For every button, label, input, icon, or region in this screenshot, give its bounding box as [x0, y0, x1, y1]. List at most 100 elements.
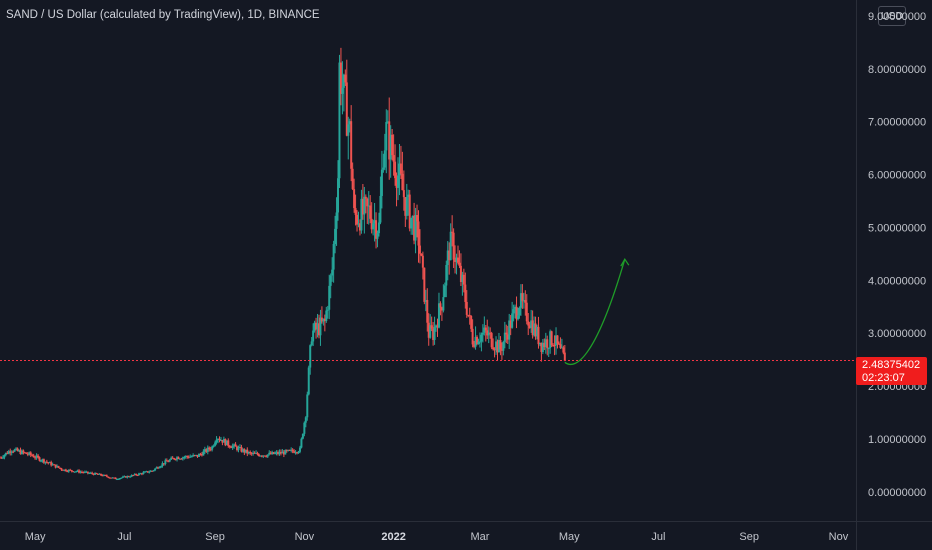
candle-body [540, 342, 543, 353]
candle-body [525, 302, 528, 322]
candle-body [537, 326, 540, 345]
candle-body [195, 454, 198, 456]
candle-body [262, 455, 265, 457]
candle-body [502, 341, 505, 351]
candle-body [177, 457, 180, 460]
candle-body [200, 454, 203, 456]
candle-body [455, 257, 458, 262]
candle-body [364, 196, 367, 199]
candle-body [164, 460, 167, 464]
candle-body [508, 320, 511, 340]
candle-body [148, 471, 151, 473]
candle-body [142, 472, 145, 475]
candle-body [375, 220, 378, 239]
candle-body [348, 121, 351, 125]
candle-body [298, 447, 301, 452]
candle-body [413, 215, 416, 241]
candle-body [228, 445, 231, 448]
x-tick-label: Jul [651, 531, 665, 543]
candle-body [222, 439, 225, 443]
candle-body [449, 231, 452, 261]
candle-body [467, 314, 470, 316]
candle-body [130, 475, 133, 477]
candle-body [108, 477, 111, 479]
candle-body [25, 452, 28, 454]
candle-body [155, 467, 158, 469]
candle-body [309, 345, 312, 368]
candle-body [512, 309, 515, 314]
candle-body [196, 454, 199, 457]
candle-body [404, 197, 407, 216]
candle-body [13, 449, 16, 452]
candle-body [16, 448, 19, 451]
candle-body [426, 300, 429, 323]
x-tick-label: May [25, 531, 46, 543]
candle-body [345, 82, 348, 136]
candle-body [379, 195, 382, 223]
candle-body [399, 163, 402, 174]
candle-body [445, 264, 448, 286]
candle-body [288, 449, 291, 451]
candle-body [61, 469, 64, 471]
candle-body [37, 455, 40, 458]
currency-button[interactable]: USD [878, 6, 906, 26]
candle-body [48, 462, 51, 464]
candle-body [334, 228, 337, 244]
candle-body [173, 458, 176, 460]
candle-body [58, 467, 61, 469]
candle-body [315, 322, 318, 330]
candle-body [416, 215, 419, 222]
candle-body [373, 220, 376, 224]
candle-body [407, 194, 410, 198]
candle-body [20, 450, 23, 455]
candle-body [312, 330, 315, 342]
candle-body [60, 468, 63, 470]
candle-body [503, 332, 506, 342]
candle-body [217, 439, 220, 441]
candle-body [47, 462, 50, 464]
y-tick-label: 6.00000000 [868, 170, 926, 182]
candle-body [436, 325, 439, 328]
candle-body [0, 457, 3, 459]
candle-body [386, 121, 389, 123]
candle-body [435, 325, 438, 327]
candle-body [193, 455, 196, 457]
candle-body [127, 476, 130, 478]
candle-body [543, 342, 546, 348]
candle-body [376, 233, 379, 239]
candle-body [86, 471, 89, 474]
candle-body [205, 449, 208, 452]
candle-body [402, 190, 405, 198]
candle-body [110, 477, 113, 479]
y-tick-label: 1.00000000 [868, 434, 926, 446]
candle-body [224, 439, 227, 446]
y-tick-label: 4.00000000 [868, 275, 926, 287]
candle-body [249, 451, 252, 453]
candle-body [325, 310, 328, 322]
candle-body [459, 265, 462, 282]
candle-body [225, 440, 228, 446]
candle-body [360, 198, 363, 231]
candle-body [145, 471, 148, 473]
candle-body [158, 467, 161, 469]
candle-body [85, 471, 88, 473]
candle-body [427, 322, 430, 338]
candle-body [410, 217, 413, 229]
candle-body [353, 189, 356, 209]
candle-body [443, 285, 446, 298]
candle-body [456, 257, 459, 263]
candle-body [91, 472, 94, 474]
candle-body [490, 333, 493, 348]
candle-body [271, 452, 274, 455]
candle-body [357, 223, 360, 225]
candle-body [366, 198, 369, 207]
y-tick-label: 5.00000000 [868, 222, 926, 234]
candle-body [154, 468, 157, 471]
candle-body [75, 471, 78, 473]
candle-body [157, 467, 160, 469]
candle-body [405, 197, 408, 216]
candle-body [183, 457, 186, 459]
candle-body [515, 306, 518, 320]
candle-body [290, 449, 293, 451]
